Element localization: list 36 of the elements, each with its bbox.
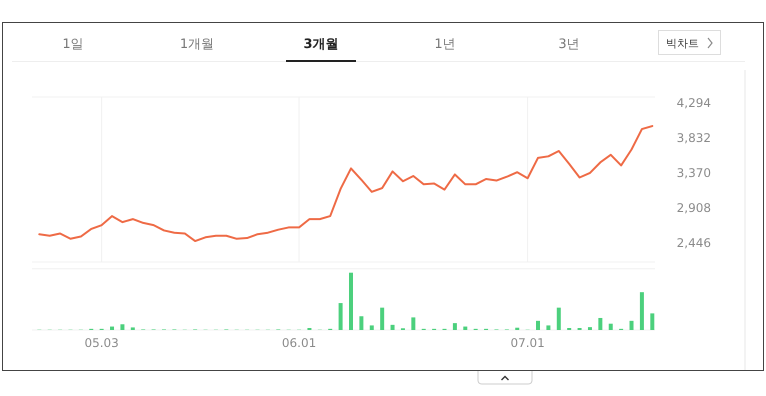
y-tick-label: 3,370 [676, 166, 711, 180]
bar [630, 320, 634, 330]
bar [463, 326, 468, 330]
bar [640, 292, 644, 330]
bar [411, 317, 416, 330]
bar [370, 325, 374, 330]
y-tick-label: 4,294 [676, 96, 711, 110]
text: 3개월 [303, 37, 339, 52]
text: 1일 [62, 37, 84, 52]
bar [338, 303, 343, 330]
bar [130, 327, 135, 330]
y-tick-label: 3,832 [676, 131, 711, 146]
bar [536, 320, 540, 330]
bar [452, 323, 457, 330]
y-tick-label: 2,908 [676, 200, 711, 215]
line-series [38, 125, 654, 242]
bar [598, 318, 602, 330]
text: 1년 [434, 37, 456, 52]
x-tick-label: 07.01 [510, 336, 545, 350]
y-tick-label: 2,446 [676, 236, 711, 250]
bar [380, 308, 384, 330]
bar [546, 325, 550, 330]
bar [348, 272, 353, 330]
bar [110, 326, 114, 330]
bar [390, 324, 395, 330]
bar [120, 324, 124, 330]
x-tick-label: 06.01 [282, 336, 316, 350]
bar [359, 316, 364, 330]
text: 1개월 [180, 37, 214, 52]
bar [608, 324, 613, 330]
text: 3년 [558, 37, 580, 52]
x-tick-label: 05.03 [84, 336, 119, 350]
text: 빅차트 [666, 37, 699, 50]
bar [588, 327, 592, 330]
bar [556, 308, 561, 330]
bar [650, 313, 654, 330]
